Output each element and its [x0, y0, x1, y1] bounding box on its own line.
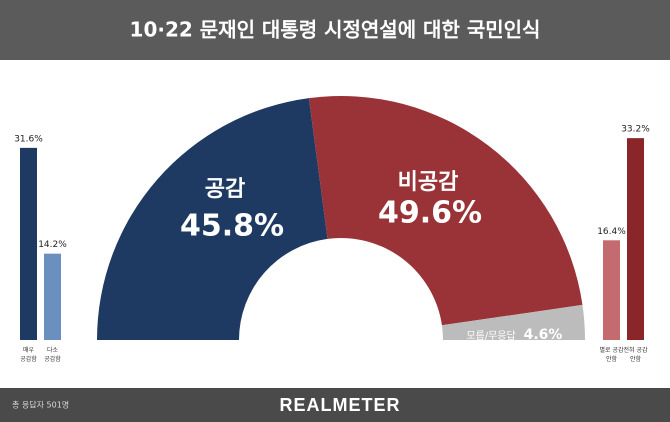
chart-title: 10·22 문재인 대통령 시정연설에 대한 국민인식: [130, 18, 541, 42]
bar: [20, 147, 37, 340]
category-label: 매우 공감함: [20, 346, 37, 363]
donut-segment: [97, 98, 328, 340]
segment-label: 공감: [205, 177, 245, 202]
value-label: 31.6%: [14, 134, 43, 144]
bar: [44, 253, 61, 340]
bar: [603, 240, 620, 340]
category-label: 전혀 공감 안함: [624, 346, 648, 363]
footer-bar: [0, 388, 670, 422]
footer-note: 총 응답자 501명: [12, 400, 69, 410]
segment-label: 모름/무응답: [466, 330, 515, 342]
logo: REALMETER: [280, 395, 401, 415]
value-label: 14.2%: [38, 240, 67, 250]
donut-segment: [441, 304, 585, 340]
header-bar: [0, 0, 670, 60]
donut-segment: [308, 96, 583, 326]
value-label: 33.2%: [621, 125, 650, 135]
value-label: 4.6%: [524, 327, 563, 343]
value-label: 16.4%: [597, 227, 626, 237]
value-label: 45.8%: [180, 209, 284, 244]
segment-label: 비공감: [398, 170, 459, 195]
category-label: 별로 공감 안함: [600, 346, 624, 363]
value-label: 49.6%: [378, 196, 482, 231]
bar: [627, 138, 644, 340]
category-label: 다소 공감함: [44, 346, 61, 363]
